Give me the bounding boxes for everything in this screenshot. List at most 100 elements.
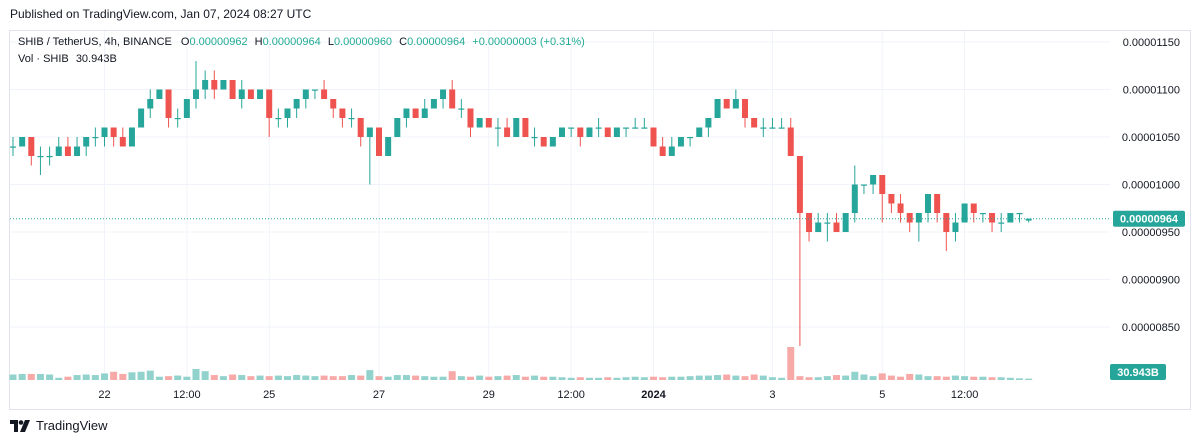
candle: [540, 137, 547, 147]
volume-bar: [759, 375, 767, 380]
volume-bar: [201, 371, 209, 380]
volume-bar: [247, 376, 255, 380]
candle-body: [37, 156, 44, 158]
candle: [897, 194, 904, 223]
candle: [842, 213, 849, 232]
volume-bar: [704, 375, 712, 380]
candle-body: [687, 137, 694, 139]
candle-body: [586, 127, 593, 137]
candle-body: [440, 89, 447, 99]
candle: [55, 137, 62, 156]
candle: [494, 118, 501, 147]
candle-body: [64, 146, 71, 156]
volume-bar: [119, 373, 127, 380]
candle: [650, 127, 657, 147]
time-tick-label: 22: [98, 389, 110, 401]
volume-bar: [595, 377, 603, 380]
candle: [321, 80, 328, 99]
candle-body: [787, 127, 794, 156]
footer-brand[interactable]: TradingView: [10, 418, 108, 433]
volume-value: 30.943B: [75, 53, 117, 65]
candle-body: [568, 127, 575, 129]
candle: [366, 127, 373, 185]
candle-body: [376, 127, 382, 156]
candle: [101, 127, 108, 147]
candle: [412, 108, 419, 118]
candle-body: [677, 137, 684, 147]
candle: [220, 80, 227, 90]
grid-lines: [10, 31, 1110, 381]
volume-bar: [732, 375, 740, 380]
price-tick-label: 0.00001000: [1122, 180, 1180, 192]
volume-bar: [494, 376, 502, 380]
candle-body: [641, 127, 648, 129]
volume-bar: [293, 375, 301, 380]
candle-body: [293, 99, 300, 109]
candle-body: [302, 89, 309, 99]
candle-body: [128, 127, 135, 147]
volume-bar: [686, 376, 694, 380]
candle: [824, 213, 831, 242]
chart-frame[interactable]: [9, 30, 1191, 410]
candle: [83, 137, 90, 156]
candle: [376, 127, 382, 156]
candle: [485, 118, 492, 128]
volume-bar: [768, 377, 776, 380]
candle-body: [696, 127, 703, 137]
candle-body: [366, 127, 373, 137]
volume-bar: [46, 374, 54, 380]
candle-body: [915, 213, 922, 223]
volume-bar: [860, 374, 868, 380]
time-tick-label: 12:00: [951, 389, 979, 401]
volume-bar: [1016, 378, 1023, 380]
volume-bar: [110, 371, 118, 380]
candle-body: [238, 89, 245, 99]
candle-body: [46, 156, 53, 158]
close-value: 0.00000964: [407, 36, 466, 48]
candle-body: [247, 89, 254, 99]
candle: [293, 99, 300, 118]
candle-body: [806, 213, 813, 232]
candle: [302, 89, 309, 109]
close-label: C: [399, 36, 408, 48]
candle-body: [906, 213, 913, 223]
candle-body: [897, 203, 904, 213]
volume-bar: [64, 376, 72, 380]
symbol-name[interactable]: SHIB / TetherUS, 4h, BINANCE: [18, 36, 172, 48]
candle: [37, 146, 44, 175]
candle: [110, 127, 117, 147]
candle-body: [796, 156, 803, 213]
candle-body: [769, 127, 776, 129]
volume-bar: [128, 372, 136, 380]
volume-bar: [384, 376, 392, 380]
candle: [613, 127, 620, 137]
candle-body: [815, 222, 822, 232]
candle-body: [494, 127, 501, 129]
candle: [714, 99, 721, 118]
candle: [128, 127, 135, 147]
volume-bar: [604, 377, 612, 380]
high-label: H: [254, 36, 263, 48]
candle: [202, 70, 209, 99]
candle-body: [504, 127, 511, 137]
volume-bar: [82, 374, 90, 380]
time-tick-label: 25: [263, 389, 275, 401]
volume-bar: [311, 376, 319, 380]
candle: [403, 108, 410, 128]
volume-label[interactable]: Vol · SHIB: [18, 53, 69, 65]
candle: [138, 108, 145, 128]
volume-bar: [787, 347, 795, 380]
volume-bar: [851, 371, 859, 380]
candle: [458, 99, 465, 118]
open-value: 0.00000962: [189, 36, 248, 48]
volume-bar: [412, 375, 420, 380]
candle-body: [284, 108, 291, 118]
price-tick-label: 0.00000950: [1122, 227, 1180, 239]
candle: [119, 127, 126, 147]
candle-body: [266, 89, 273, 118]
candle: [531, 127, 538, 147]
candle-body: [458, 108, 465, 110]
volume-bar: [796, 376, 804, 380]
candle: [1016, 213, 1023, 223]
